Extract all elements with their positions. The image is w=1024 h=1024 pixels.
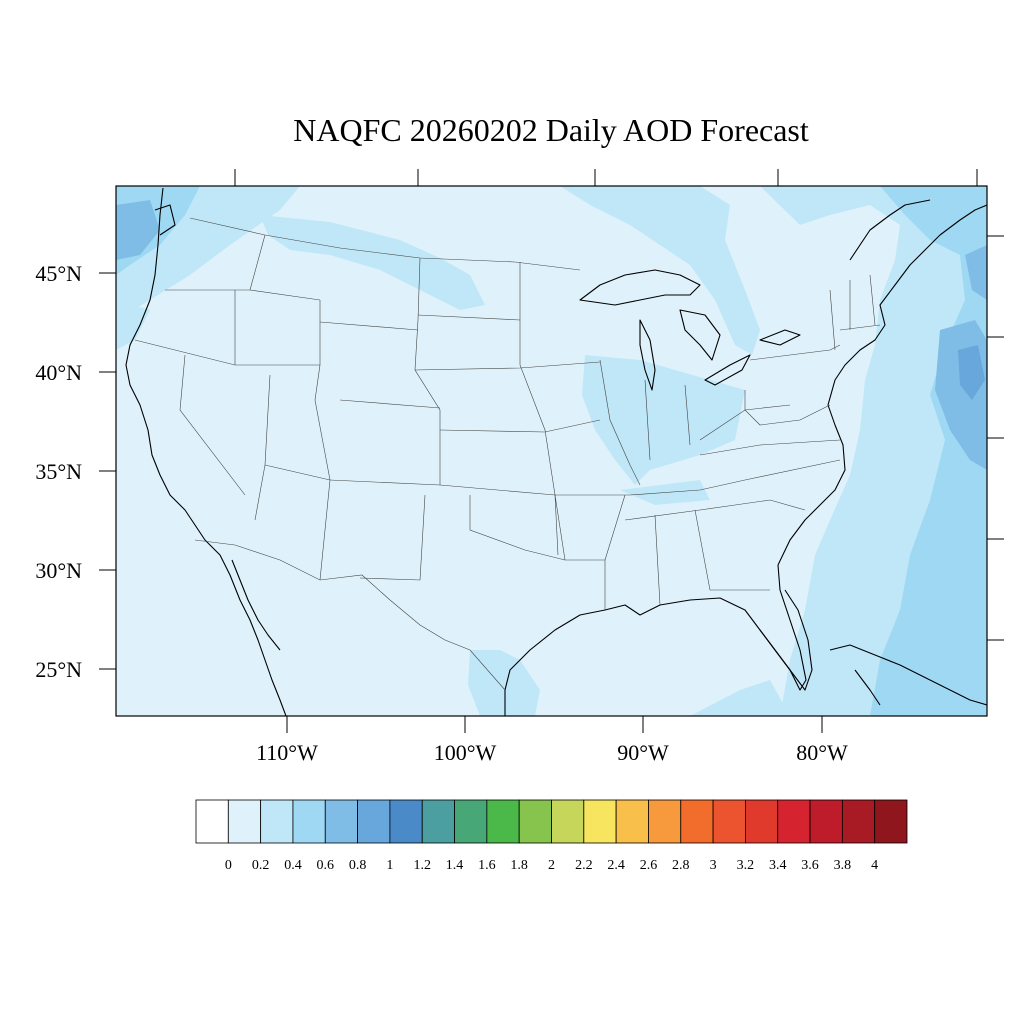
colorbar-swatch [712,799,746,844]
colorbar-label: 2.2 [575,858,593,873]
colorbar-label: 2 [548,858,555,873]
right-ticks [987,235,1004,641]
map-frame [115,185,988,717]
top-ticks [234,169,978,186]
colorbar-swatch [680,799,714,844]
lon-label: 80°W [796,740,848,765]
aod-peak-regions [958,345,985,400]
colorbar-swatch [195,799,229,844]
colorbar: 0 0.2 0.4 0.6 0.8 1 1.2 1.4 1.6 1.8 2 2.2 2.4 2.6 2.8 3… [195,799,908,873]
colorbar-swatch [809,799,843,844]
colorbar-label: 1.2 [413,858,431,873]
colorbar-label: 2.8 [672,858,690,873]
lon-label: 90°W [617,740,669,765]
colorbar-label: 1.4 [446,858,464,873]
longitude-labels: 110°W 100°W 90°W 80°W [256,740,848,765]
colorbar-swatch [648,799,682,844]
lat-label: 30°N [35,558,82,583]
lat-label: 40°N [35,360,82,385]
coastlines [125,187,987,716]
colorbar-label: 1.8 [510,858,528,873]
colorbar-label: 0 [225,858,232,873]
colorbar-swatch [841,799,876,844]
colorbar-swatch [260,799,294,844]
colorbar-swatch [389,799,423,844]
colorbar-label: 3 [710,858,717,873]
colorbar-swatch [292,799,326,844]
colorbar-swatch [324,799,358,844]
bottom-ticks [286,716,823,733]
colorbar-label: 1.6 [478,858,496,873]
lat-label: 25°N [35,657,82,682]
colorbar-label: 3.2 [737,858,755,873]
colorbar-label: 3.8 [834,858,852,873]
colorbar-label: 0.2 [252,858,270,873]
latitude-labels: 45°N 40°N 35°N 30°N 25°N [35,261,82,682]
colorbar-swatch [777,799,811,844]
lat-label: 35°N [35,459,82,484]
lat-label: 45°N [35,261,82,286]
colorbar-label: 3.4 [769,858,787,873]
colorbar-swatch [486,799,520,844]
colorbar-swatch [454,799,488,844]
colorbar-swatch [518,799,552,844]
colorbar-swatch [421,799,455,844]
colorbar-label: 3.6 [801,858,819,873]
colorbar-label: 1 [386,858,393,873]
lon-label: 110°W [256,740,318,765]
colorbar-swatch [357,799,391,844]
colorbar-label: 2.4 [607,858,625,873]
state-borders [134,217,881,691]
colorbar-label: 0.4 [284,858,302,873]
colorbar-swatch [583,799,617,844]
colorbar-label: 0.8 [349,858,367,873]
colorbar-label: 4 [871,858,878,873]
colorbar-label: 0.6 [317,858,335,873]
colorbar-swatch [874,799,908,844]
map-title: NAQFC 20260202 Daily AOD Forecast [293,112,809,148]
left-ticks [99,272,116,670]
map-panel [116,186,987,716]
lon-label: 100°W [434,740,497,765]
colorbar-label: 2.6 [640,858,658,873]
colorbar-swatch [615,799,649,844]
colorbar-swatch [551,799,585,844]
colorbar-swatch [745,799,779,844]
colorbar-swatch [227,799,262,844]
